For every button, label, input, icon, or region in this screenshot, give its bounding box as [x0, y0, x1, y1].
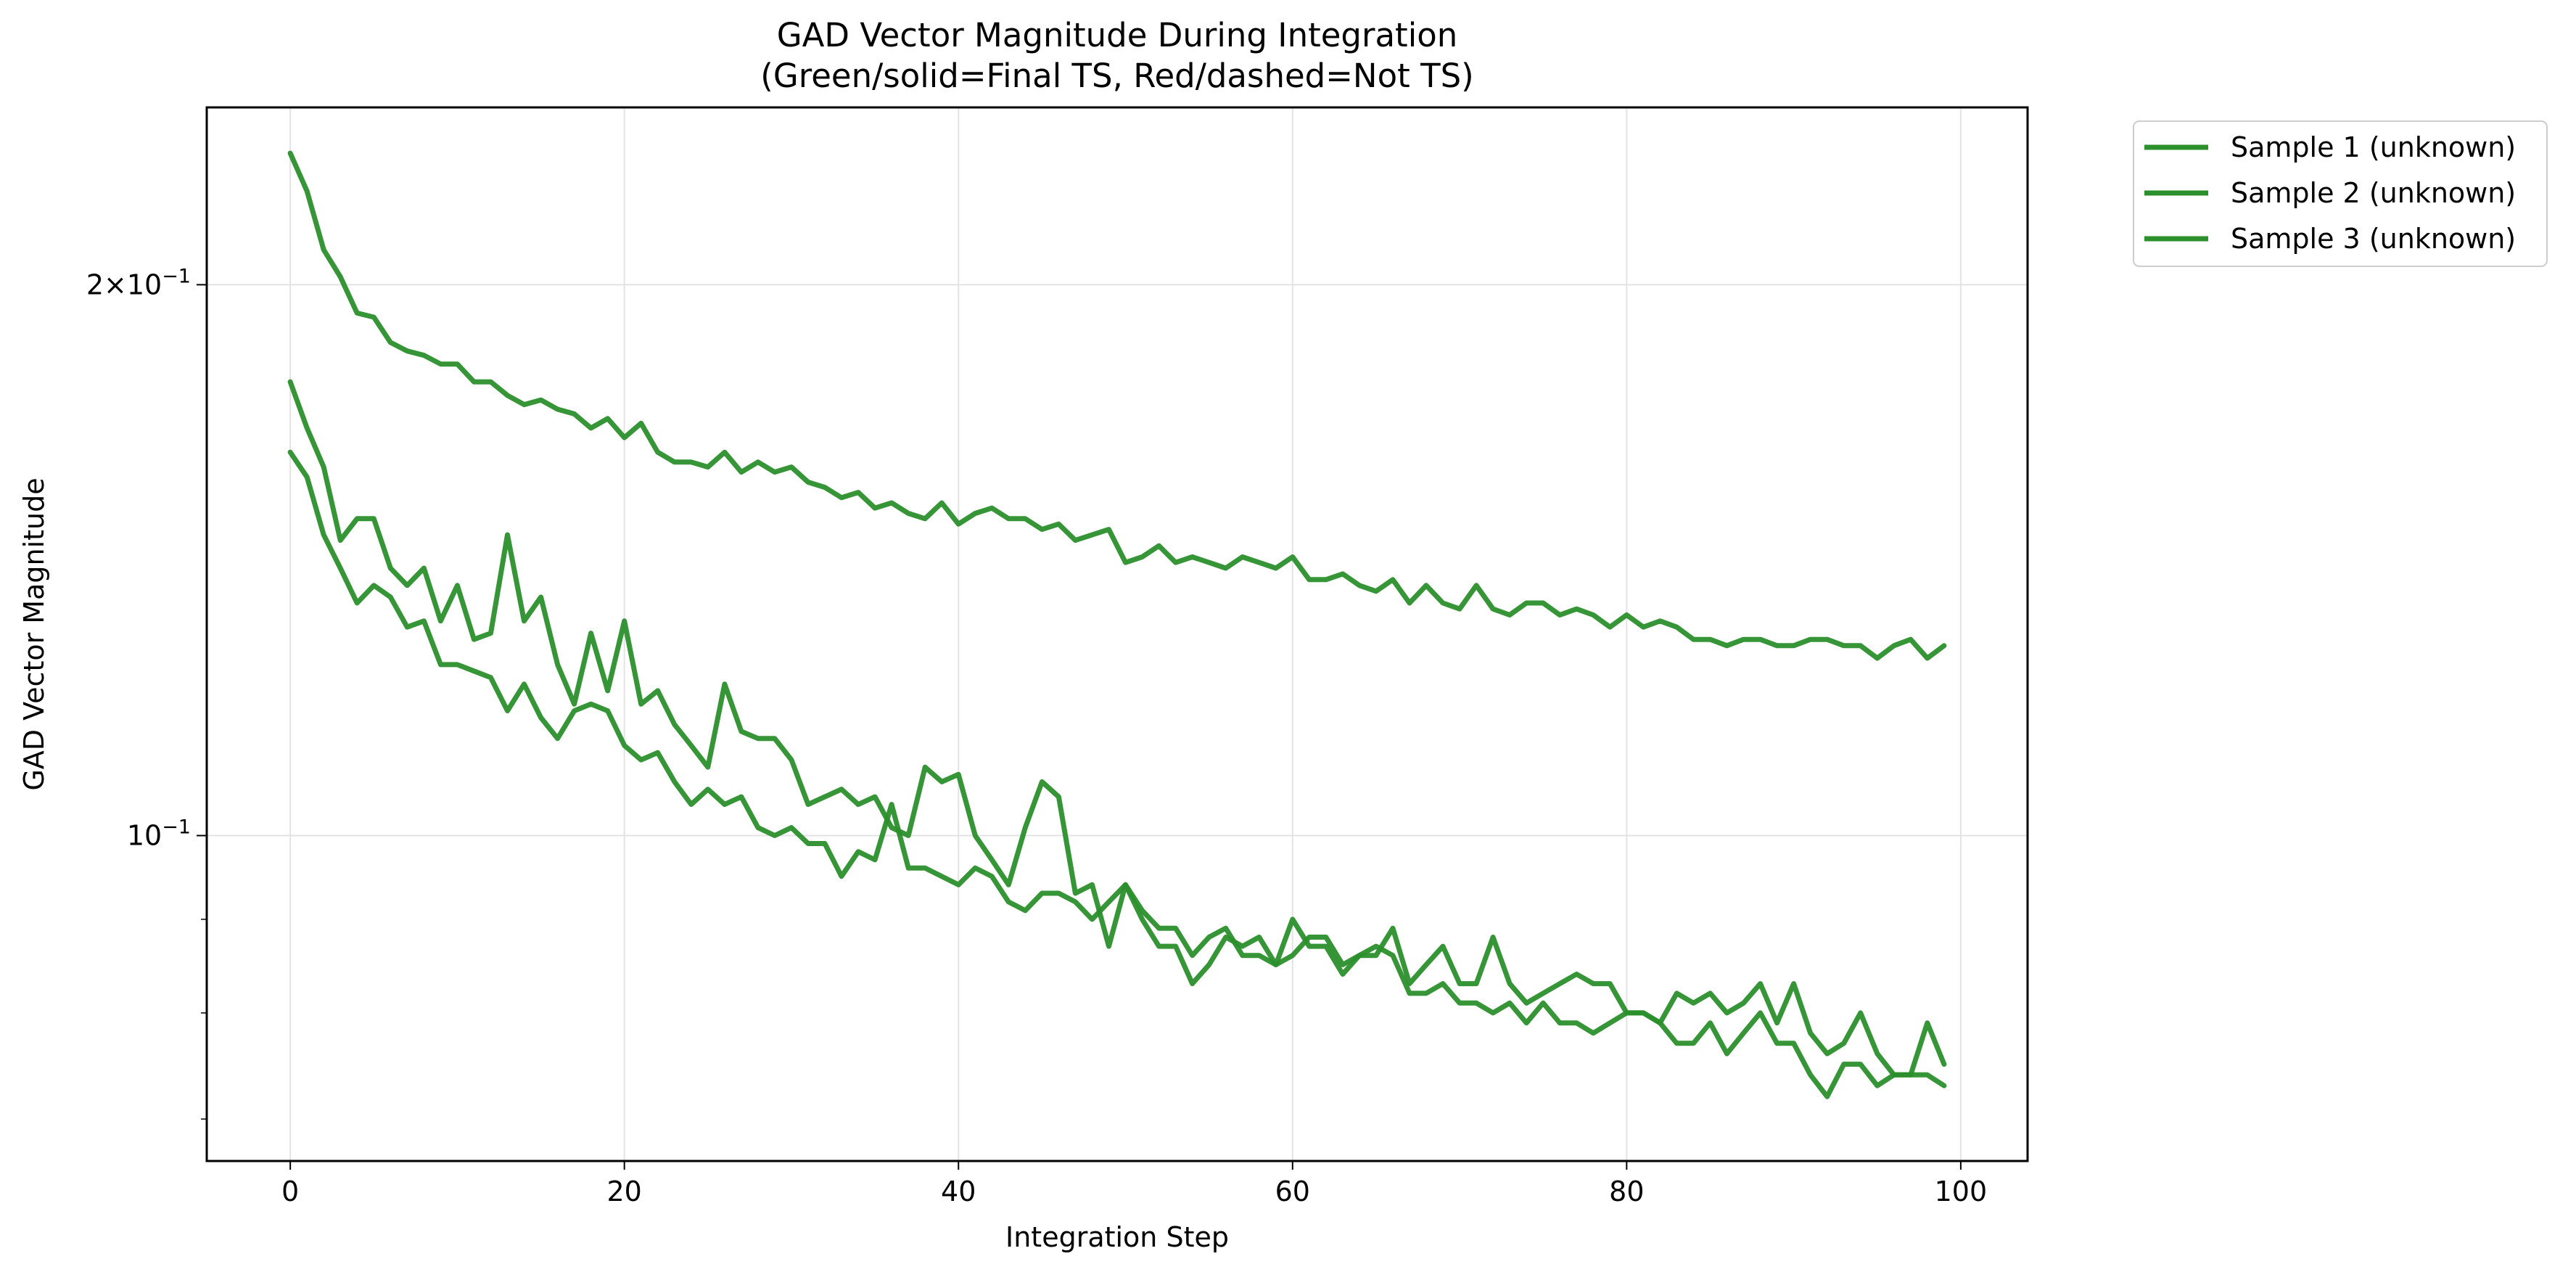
y-tick-base-0: 2×10 [86, 268, 162, 300]
y-tick-layer: 2×10−110−1 [86, 265, 207, 1120]
x-tick-label-3: 60 [1275, 1176, 1310, 1207]
legend-label-1: Sample 1 (unknown) [2231, 131, 2516, 163]
y-axis-label: GAD Vector Magnitude [18, 477, 50, 790]
y-tick-label-1: 10−1 [127, 816, 191, 852]
series-line-2 [287, 379, 1947, 1078]
legend: Sample 1 (unknown) Sample 2 (unknown) Sa… [2133, 120, 2548, 267]
y-tick-base-1: 10 [127, 820, 162, 852]
grid-layer [207, 107, 2028, 1161]
chart-title: GAD Vector Magnitude During Integration [777, 16, 1458, 54]
x-axis-label: Integration Step [1005, 1221, 1229, 1253]
x-tick-label-2: 40 [941, 1176, 976, 1207]
y-tick-label-0: 2×10−1 [86, 265, 191, 300]
chart-subtitle: (Green/solid=Final TS, Red/dashed=Not TS… [760, 57, 1473, 95]
legend-label-2: Sample 2 (unknown) [2231, 177, 2516, 209]
x-tick-label-4: 80 [1609, 1176, 1644, 1207]
series-layer [287, 150, 1947, 1099]
series-line-1 [287, 150, 1947, 661]
x-tick-label-1: 20 [607, 1176, 642, 1207]
plot-frame [205, 106, 2029, 1162]
y-tick-exponent-0: −1 [162, 265, 191, 287]
legend-frame [2133, 120, 2548, 267]
x-tick-label-5: 100 [1935, 1176, 1988, 1207]
legend-label-3: Sample 3 (unknown) [2231, 223, 2516, 255]
series-line-3 [287, 449, 1947, 1099]
x-tick-label-0: 0 [281, 1176, 299, 1207]
x-tick-layer: 0 20 40 60 80 100 [281, 1161, 1987, 1207]
y-tick-exponent-1: −1 [162, 816, 191, 839]
